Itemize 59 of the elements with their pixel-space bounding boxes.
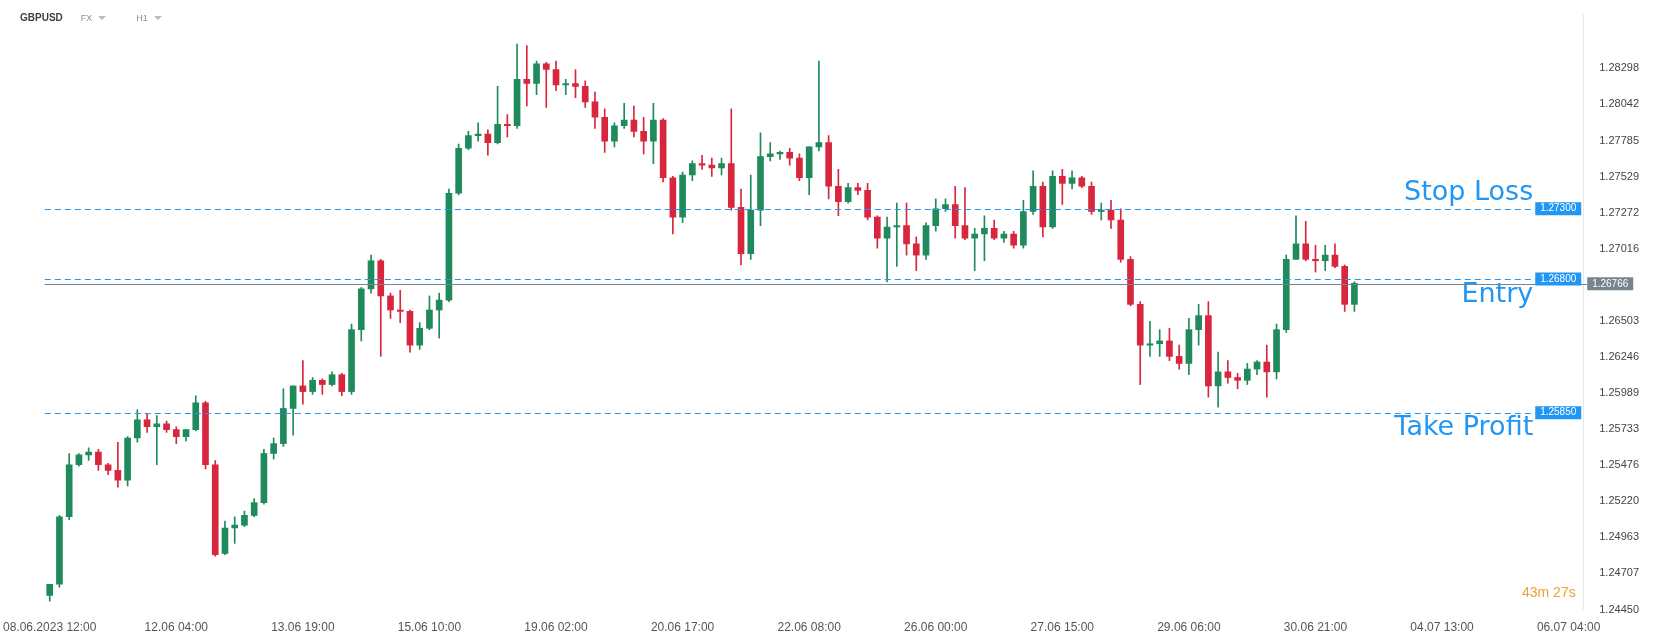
candlestick <box>523 45 531 107</box>
x-tick-label: 06.07 04:00 <box>1536 620 1601 635</box>
candlestick <box>708 157 716 177</box>
candlestick <box>231 516 239 544</box>
candlestick <box>435 292 443 339</box>
x-tick-label: 13.06 19:00 <box>271 620 335 635</box>
candlestick <box>542 62 550 108</box>
text: 1.26766 <box>1592 277 1629 289</box>
y-tick-label: 1.26246 <box>1599 350 1639 362</box>
annotation: 43m 27s <box>1522 584 1576 600</box>
y-tick-label: 1.24707 <box>1599 566 1639 579</box>
candlestick <box>893 202 901 267</box>
x-tick-label: 27.06 15:00 <box>1030 620 1095 635</box>
y-tick-label: 1.24963 <box>1599 530 1639 543</box>
y-tick-label: 1.24450 <box>1599 602 1639 615</box>
x-tick-label: 08.06.2023 12:00 <box>3 620 97 635</box>
candlestick <box>1156 329 1164 357</box>
x-tick-label: 04.07 13:00 <box>1410 620 1475 635</box>
y-tick-label: 1.28298 <box>1599 61 1639 74</box>
x-tick-label: 30.06 21:00 <box>1283 620 1348 635</box>
candlestick <box>815 60 823 152</box>
candlestick <box>396 289 404 323</box>
annotation: 1.25850 <box>1540 406 1577 418</box>
y-tick-label: 1.27785 <box>1599 133 1639 146</box>
candlestick <box>883 216 891 283</box>
candlestick <box>1263 344 1271 398</box>
y-tick-label: 1.27016 <box>1599 241 1639 254</box>
candlestick <box>153 415 161 466</box>
candlestick <box>620 102 628 129</box>
y-tick-label: 1.25476 <box>1599 458 1639 471</box>
candlestick <box>1321 244 1329 271</box>
x-tick-label: 15.06 10:00 <box>397 620 462 635</box>
x-tick-label: 22.06 08:00 <box>777 620 842 635</box>
candlestick <box>766 142 774 162</box>
candlestick <box>1058 169 1066 205</box>
chart-title: GBPUSD <box>20 12 63 23</box>
y-tick-label: 1.25220 <box>1599 494 1639 507</box>
candlestick <box>114 441 122 488</box>
ref-line-label: Stop Loss <box>1404 175 1534 207</box>
x-tick-label: 26.06 00:00 <box>904 620 968 635</box>
y-tick-label: 1.26503 <box>1599 313 1639 326</box>
annotation: 1.26800 <box>1540 272 1577 284</box>
y-tick-label: 1.28042 <box>1599 97 1639 110</box>
y-tick-label: 1.25733 <box>1599 422 1639 435</box>
annotation: H1 <box>136 12 148 23</box>
ref-line-label: Take Profit <box>1393 410 1534 442</box>
y-tick-label: 1.27529 <box>1599 169 1639 182</box>
y-tick-label: 1.27272 <box>1599 205 1639 218</box>
x-tick-label: 19.06 02:00 <box>524 620 589 635</box>
candlestick <box>562 78 570 96</box>
x-tick-label: 20.06 17:00 <box>650 620 715 635</box>
candlestick <box>1097 202 1105 221</box>
ref-line-label: Entry <box>1461 276 1534 308</box>
x-tick-label: 29.06 06:00 <box>1157 620 1221 635</box>
annotation: 1.27300 <box>1540 202 1577 214</box>
candlestick <box>971 228 979 271</box>
annotation: FX <box>80 12 93 23</box>
y-tick-label: 1.25989 <box>1599 386 1639 399</box>
x-tick-label: 12.06 04:00 <box>144 620 209 635</box>
